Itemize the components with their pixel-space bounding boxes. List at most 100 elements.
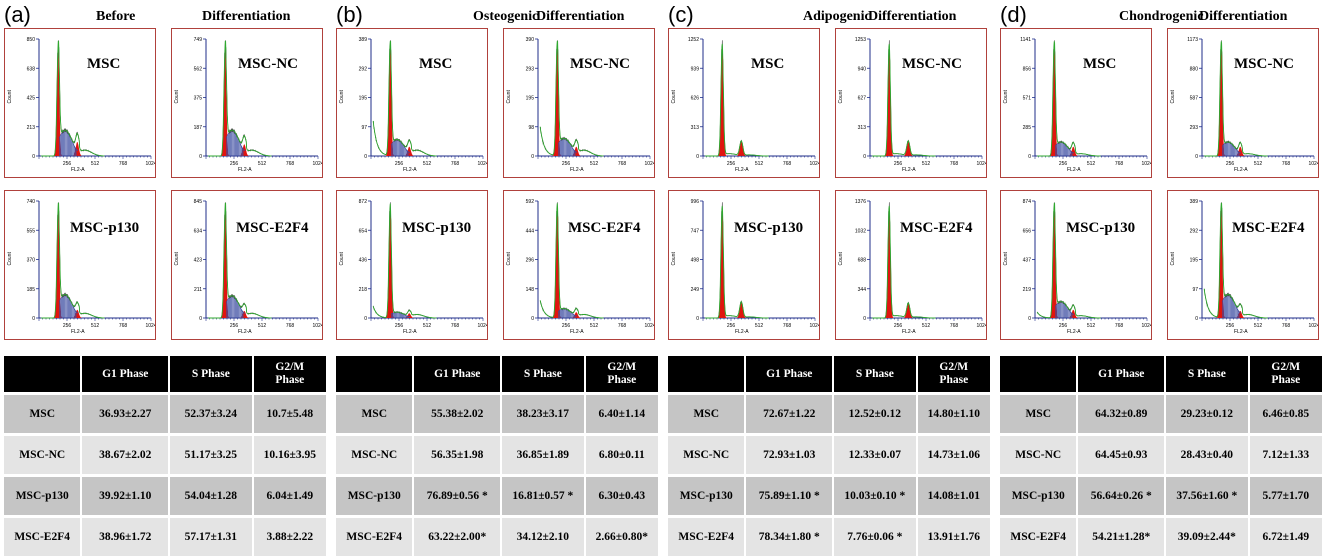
g1-peak bbox=[1216, 207, 1226, 318]
row-label-cell: MSC-p130 bbox=[336, 476, 413, 517]
x-tick-label: 512 bbox=[755, 161, 764, 167]
panel-label: MSC-p130 bbox=[70, 220, 139, 237]
y-tick-label: 939 bbox=[691, 66, 700, 72]
y-tick-label: 195 bbox=[359, 96, 368, 102]
y-axis-label: Count bbox=[1003, 252, 1009, 266]
y-tick-label: 0 bbox=[32, 316, 35, 322]
x-axis-label: FL2-A bbox=[71, 329, 85, 335]
x-tick-label: 512 bbox=[91, 323, 100, 329]
x-axis-label: FL2-A bbox=[570, 167, 584, 173]
histogram-panel: 117388058729302565127681024FL2-ACountMSC… bbox=[1167, 28, 1319, 178]
x-tick-label: 768 bbox=[783, 161, 792, 167]
x-tick-label: 768 bbox=[618, 323, 627, 329]
value-cell: 3.88±2.22 bbox=[253, 517, 326, 556]
row-label-cell: MSC-E2F4 bbox=[1000, 517, 1077, 556]
y-tick-label: 562 bbox=[194, 66, 203, 72]
x-tick-label: 1024 bbox=[644, 323, 654, 329]
x-tick-label: 512 bbox=[91, 161, 100, 167]
histogram-panel: 3892921959702565127681024FL2-ACountMSC-E… bbox=[1167, 190, 1319, 340]
value-cell: 54.04±1.28 bbox=[169, 476, 253, 517]
y-tick-label: 555 bbox=[27, 228, 36, 234]
y-tick-label: 0 bbox=[1028, 154, 1031, 160]
y-tick-label: 293 bbox=[1190, 125, 1199, 131]
x-tick-label: 1024 bbox=[644, 161, 654, 167]
y-tick-label: 218 bbox=[359, 287, 368, 293]
panel-label: MSC-p130 bbox=[1066, 220, 1135, 237]
table-header-cell: G1 Phase bbox=[81, 356, 169, 394]
y-tick-label: 856 bbox=[1023, 66, 1032, 72]
x-tick-label: 768 bbox=[451, 161, 460, 167]
x-tick-label: 1024 bbox=[145, 161, 155, 167]
x-tick-label: 512 bbox=[590, 323, 599, 329]
x-axis-label: FL2-A bbox=[735, 167, 749, 173]
panel-label: MSC-p130 bbox=[734, 220, 803, 237]
g1-peak bbox=[884, 45, 894, 156]
value-cell: 76.89±0.56 * bbox=[413, 476, 501, 517]
y-tick-label: 390 bbox=[526, 37, 535, 43]
x-tick-label: 1024 bbox=[1141, 161, 1151, 167]
x-tick-label: 768 bbox=[286, 323, 295, 329]
y-tick-label: 1032 bbox=[855, 228, 866, 234]
value-cell: 39.09±2.44* bbox=[1165, 517, 1249, 556]
row-label-cell: MSC bbox=[1000, 394, 1077, 435]
x-tick-label: 1024 bbox=[809, 323, 819, 329]
x-tick-label: 768 bbox=[618, 161, 627, 167]
x-tick-label: 1024 bbox=[312, 161, 322, 167]
y-tick-label: 444 bbox=[526, 228, 535, 234]
section-title-part: Before bbox=[96, 9, 135, 25]
y-tick-label: 845 bbox=[194, 199, 203, 205]
y-tick-label: 313 bbox=[858, 125, 867, 131]
value-cell: 72.93±1.03 bbox=[745, 435, 833, 476]
histogram-panel: 84563442321102565127681024FL2-ACountMSC-… bbox=[171, 190, 323, 340]
y-tick-label: 296 bbox=[526, 258, 535, 264]
x-tick-label: 512 bbox=[1087, 323, 1096, 329]
y-tick-label: 0 bbox=[1195, 154, 1198, 160]
y-axis-label: Count bbox=[838, 90, 844, 104]
table-header-cell bbox=[1000, 356, 1077, 394]
x-tick-label: 768 bbox=[451, 323, 460, 329]
x-tick-label: 512 bbox=[1254, 323, 1263, 329]
x-tick-label: 512 bbox=[1254, 161, 1263, 167]
y-tick-label: 627 bbox=[858, 96, 867, 102]
y-tick-label: 0 bbox=[531, 316, 534, 322]
value-cell: 36.93±2.27 bbox=[81, 394, 169, 435]
value-cell: 52.37±3.24 bbox=[169, 394, 253, 435]
value-cell: 14.73±1.06 bbox=[917, 435, 990, 476]
panel-label: MSC bbox=[87, 56, 120, 73]
value-cell: 14.80±1.10 bbox=[917, 394, 990, 435]
panel-label: MSC-NC bbox=[238, 56, 298, 73]
y-axis-label: Count bbox=[1170, 252, 1176, 266]
y-axis-label: Count bbox=[174, 90, 180, 104]
g1-peak bbox=[552, 207, 562, 318]
y-tick-label: 195 bbox=[526, 96, 535, 102]
histogram-panel: 1376103268834402565127681024FL2-ACountMS… bbox=[835, 190, 987, 340]
y-tick-label: 1173 bbox=[1187, 37, 1198, 43]
x-tick-label: 1024 bbox=[1141, 323, 1151, 329]
value-cell: 56.64±0.26 * bbox=[1077, 476, 1165, 517]
row-label-cell: MSC-E2F4 bbox=[668, 517, 745, 556]
g1-peak bbox=[220, 211, 230, 318]
panel-label: MSC-NC bbox=[902, 56, 962, 73]
histogram-panel: 74956237518702565127681024FL2-ACountMSC-… bbox=[171, 28, 323, 178]
x-axis-label: FL2-A bbox=[238, 329, 252, 335]
y-axis-label: Count bbox=[339, 90, 345, 104]
x-tick-label: 512 bbox=[922, 161, 931, 167]
y-axis-label: Count bbox=[506, 90, 512, 104]
row-label-cell: MSC-p130 bbox=[1000, 476, 1077, 517]
